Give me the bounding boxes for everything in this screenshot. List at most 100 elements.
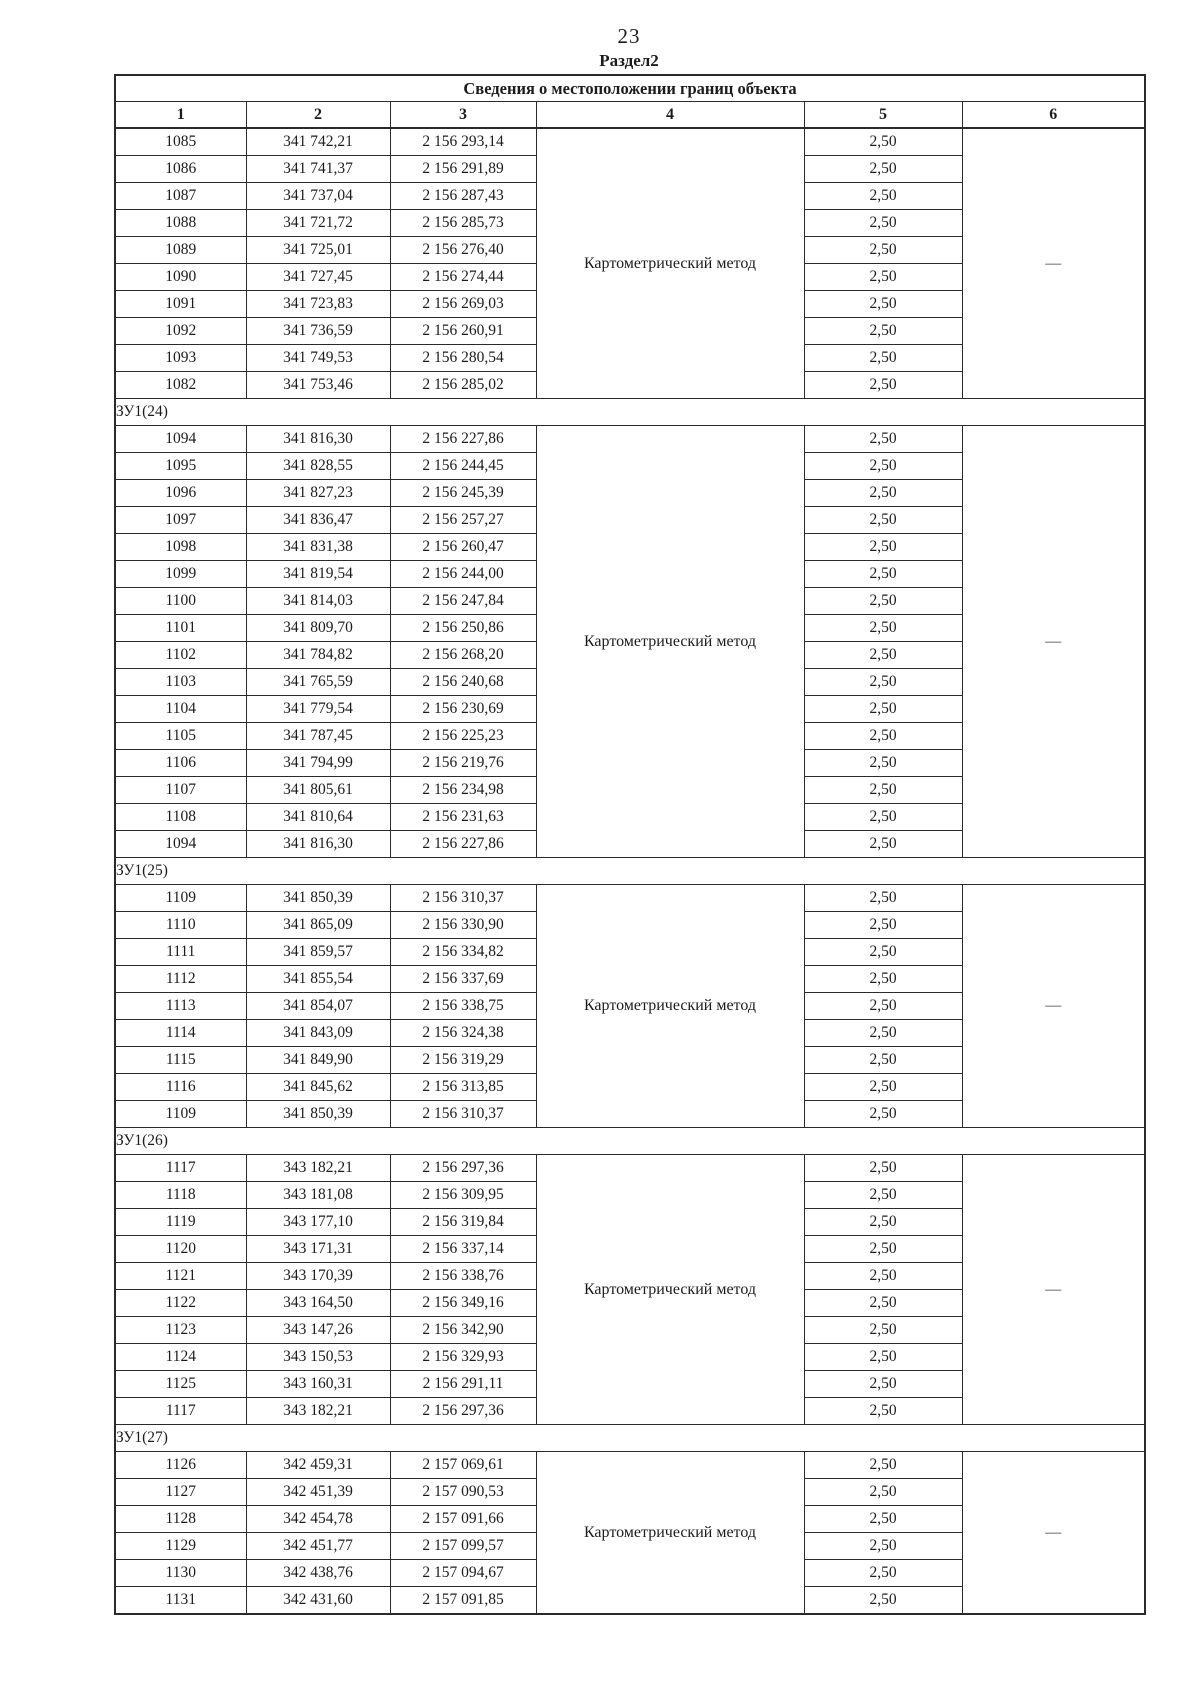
- point-number-cell: 1130: [114, 1559, 247, 1587]
- point-number-cell: 1106: [114, 749, 247, 777]
- precision-cell: 2,50: [803, 992, 963, 1020]
- coordinate-y-cell: 2 156 276,40: [389, 236, 537, 264]
- point-number-cell: 1109: [114, 884, 247, 912]
- table-row: 1103 341 765,59 2 156 240,68 2,50: [114, 668, 1145, 696]
- coordinate-x-cell: 341 753,46: [245, 371, 391, 399]
- section-header-row: ЗУ1(26): [114, 1127, 1146, 1155]
- coordinate-x-cell: 341 810,64: [245, 803, 391, 831]
- point-number-cell: 1087: [114, 182, 247, 210]
- coordinate-x-cell: 341 814,03: [245, 587, 391, 615]
- coordinate-y-cell: 2 156 313,85: [389, 1073, 537, 1101]
- column-header-5: 5: [803, 101, 963, 129]
- coordinate-x-cell: 341 855,54: [245, 965, 391, 993]
- coordinate-y-cell: 2 156 337,14: [389, 1235, 537, 1263]
- page-number: 23: [617, 24, 641, 48]
- precision-cell: 2,50: [803, 1586, 963, 1615]
- table-row: 1120 343 171,31 2 156 337,14 2,50: [114, 1235, 1145, 1263]
- coordinate-y-cell: 2 157 094,67: [389, 1559, 537, 1587]
- coordinate-y-cell: 2 156 310,37: [389, 1100, 537, 1128]
- precision-cell: 2,50: [803, 1559, 963, 1587]
- precision-cell: 2,50: [803, 1532, 963, 1560]
- table-row: 1131 342 431,60 2 157 091,85 2,50: [114, 1586, 1145, 1615]
- point-number-cell: 1115: [114, 1046, 247, 1074]
- point-number-cell: 1113: [114, 992, 247, 1020]
- coordinate-x-cell: 341 854,07: [245, 992, 391, 1020]
- dash-cell: —: [961, 425, 1146, 858]
- coordinate-x-cell: 342 451,77: [245, 1532, 391, 1560]
- table-row: 1128 342 454,78 2 157 091,66 2,50: [114, 1505, 1145, 1533]
- coordinate-y-cell: 2 157 099,57: [389, 1532, 537, 1560]
- coordinate-y-cell: 2 156 268,20: [389, 641, 537, 669]
- precision-cell: 2,50: [803, 317, 963, 345]
- point-number-cell: 1110: [114, 911, 247, 939]
- coordinate-y-cell: 2 156 309,95: [389, 1181, 537, 1209]
- section-header-row: ЗУ1(24): [114, 398, 1146, 426]
- coordinate-y-cell: 2 156 324,38: [389, 1019, 537, 1047]
- point-number-cell: 1082: [114, 371, 247, 399]
- point-number-cell: 1118: [114, 1181, 247, 1209]
- precision-cell: 2,50: [803, 668, 963, 696]
- point-number-cell: 1112: [114, 965, 247, 993]
- precision-cell: 2,50: [803, 127, 963, 156]
- coordinate-x-cell: 341 845,62: [245, 1073, 391, 1101]
- coordinate-x-cell: 343 182,21: [245, 1154, 391, 1182]
- coordinate-x-cell: 341 727,45: [245, 263, 391, 291]
- precision-cell: 2,50: [803, 263, 963, 291]
- point-number-cell: 1101: [114, 614, 247, 642]
- dash-cell: —: [961, 127, 1146, 399]
- point-number-cell: 1094: [114, 425, 247, 453]
- coordinate-x-cell: 341 849,90: [245, 1046, 391, 1074]
- table-row: 1106 341 794,99 2 156 219,76 2,50: [114, 749, 1145, 777]
- section-header-row: ЗУ1(27): [114, 1424, 1146, 1452]
- coordinate-x-cell: 341 737,04: [245, 182, 391, 210]
- table-row: 1122 343 164,50 2 156 349,16 2,50: [114, 1289, 1145, 1317]
- coordinate-y-cell: 2 156 291,89: [389, 155, 537, 183]
- table-row: 1096 341 827,23 2 156 245,39 2,50: [114, 479, 1145, 507]
- point-number-cell: 1117: [114, 1397, 247, 1425]
- coordinate-x-cell: 341 865,09: [245, 911, 391, 939]
- table-row: 1085 341 742,21 2 156 293,14 Картометрическ…: [114, 127, 1146, 399]
- column-number-row: 1 2 3 4 5 6: [114, 101, 1146, 129]
- coordinate-y-cell: 2 157 091,85: [389, 1586, 537, 1615]
- coordinate-y-cell: 2 156 247,84: [389, 587, 537, 615]
- coordinate-y-cell: 2 156 234,98: [389, 776, 537, 804]
- coordinate-x-cell: 343 182,21: [245, 1397, 391, 1425]
- coordinate-y-cell: 2 156 330,90: [389, 911, 537, 939]
- precision-cell: 2,50: [803, 560, 963, 588]
- table-row: 1101 341 809,70 2 156 250,86 2,50: [114, 614, 1145, 642]
- point-number-cell: 1108: [114, 803, 247, 831]
- precision-cell: 2,50: [803, 776, 963, 804]
- precision-cell: 2,50: [803, 1451, 963, 1479]
- point-number-cell: 1122: [114, 1289, 247, 1317]
- table-row: 1090 341 727,45 2 156 274,44 2,50: [114, 263, 1145, 291]
- point-number-cell: 1129: [114, 1532, 247, 1560]
- point-number-cell: 1100: [114, 587, 247, 615]
- table-row: 1094 341 816,30 2 156 227,86 Картометрическ…: [114, 425, 1146, 858]
- boundaries-table: Сведения о местоположении границ объекта…: [114, 74, 1147, 1615]
- coordinate-y-cell: 2 156 280,54: [389, 344, 537, 372]
- precision-cell: 2,50: [803, 1343, 963, 1371]
- table-row: 1104 341 779,54 2 156 230,69 2,50: [114, 695, 1145, 723]
- coordinate-x-cell: 341 816,30: [245, 425, 391, 453]
- precision-cell: 2,50: [803, 290, 963, 318]
- coordinate-x-cell: 341 742,21: [245, 127, 391, 156]
- precision-cell: 2,50: [803, 1478, 963, 1506]
- point-number-cell: 1092: [114, 317, 247, 345]
- table-row: 1086 341 741,37 2 156 291,89 2,50: [114, 155, 1145, 183]
- point-number-cell: 1088: [114, 209, 247, 237]
- point-number-cell: 1120: [114, 1235, 247, 1263]
- coordinate-y-cell: 2 156 230,69: [389, 695, 537, 723]
- method-cell: Картометрический метод: [535, 127, 805, 399]
- dash-cell: —: [961, 884, 1146, 1128]
- coordinate-x-cell: 343 181,08: [245, 1181, 391, 1209]
- coordinate-x-cell: 341 816,30: [245, 830, 391, 858]
- point-number-cell: 1117: [114, 1154, 247, 1182]
- precision-cell: 2,50: [803, 722, 963, 750]
- dash-cell: —: [961, 1154, 1146, 1425]
- coordinate-x-cell: 342 431,60: [245, 1586, 391, 1615]
- coordinate-y-cell: 2 156 349,16: [389, 1289, 537, 1317]
- coordinate-y-cell: 2 156 285,02: [389, 371, 537, 399]
- table-row: 1112 341 855,54 2 156 337,69 2,50: [114, 965, 1145, 993]
- coordinate-y-cell: 2 156 227,86: [389, 830, 537, 858]
- coordinate-x-cell: 341 784,82: [245, 641, 391, 669]
